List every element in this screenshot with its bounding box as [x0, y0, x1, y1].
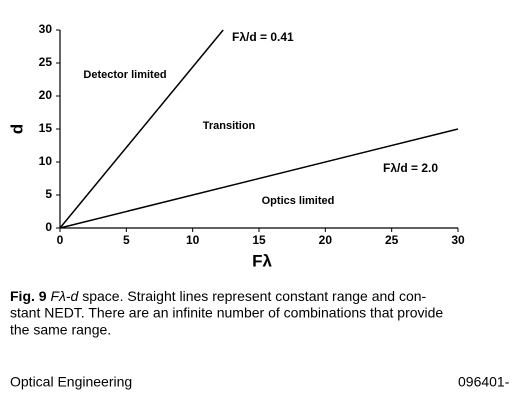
- y-axis-label: d: [7, 124, 26, 134]
- region-label: Detector limited: [83, 69, 166, 81]
- page-number: 096401-: [458, 374, 510, 390]
- caption-text: space. Straight lines represent constant…: [82, 288, 426, 304]
- x-tick-label: 0: [57, 233, 64, 247]
- line-series: [59, 29, 224, 229]
- x-tick-label: 25: [385, 233, 399, 247]
- x-axis-label: Fλ: [252, 251, 272, 270]
- caption-text: the same range.: [10, 322, 111, 338]
- journal-name: Optical Engineering: [10, 374, 132, 390]
- x-tick-label: 15: [252, 233, 266, 247]
- line-series: [59, 128, 459, 229]
- caption-line: Fig. 9 Fλ-d space. Straight lines repres…: [10, 288, 427, 304]
- caption-text: stant NEDT. There are an infinite number…: [10, 305, 443, 321]
- y-tick-label: 5: [45, 187, 52, 201]
- y-tick-label: 20: [39, 88, 53, 102]
- caption-term: Fλ-d: [50, 288, 79, 304]
- x-tick-label: 10: [186, 233, 200, 247]
- y-tick-label: 10: [39, 154, 53, 168]
- y-tick-label: 0: [45, 220, 52, 234]
- line-label: Fλ/d = 2.0: [383, 161, 438, 175]
- region-label: Transition: [203, 120, 256, 132]
- x-tick-label: 5: [123, 233, 130, 247]
- x-tick-label: 20: [319, 233, 333, 247]
- caption-label: Fig. 9: [10, 288, 47, 304]
- y-tick-label: 15: [39, 121, 53, 135]
- line-label: Fλ/d = 0.41: [232, 30, 294, 44]
- x-tick-label: 30: [451, 233, 465, 247]
- y-tick-label: 25: [39, 55, 53, 69]
- region-label: Optics limited: [262, 195, 335, 207]
- y-tick-label: 30: [39, 22, 53, 36]
